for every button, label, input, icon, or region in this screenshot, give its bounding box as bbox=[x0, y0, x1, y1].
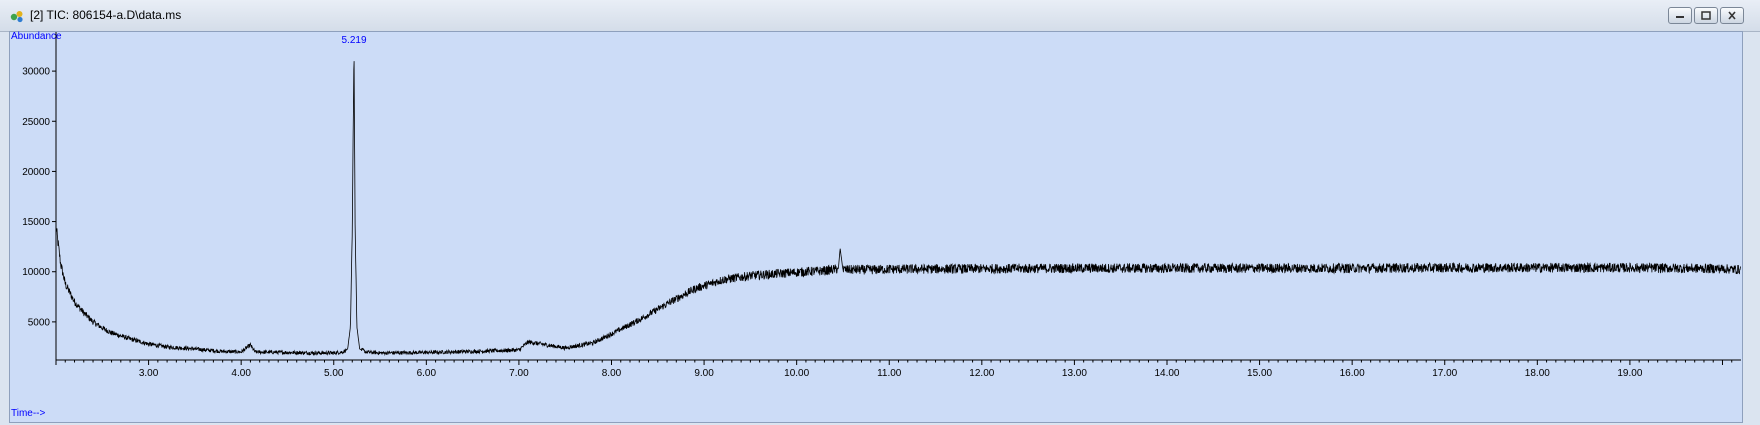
y-tick-label: 5000 bbox=[28, 317, 51, 328]
chromatogram-app-icon bbox=[10, 11, 23, 23]
chromatogram-plot-area[interactable]: Abundance Time--> 5000 10000 15000 20000 250… bbox=[9, 31, 1743, 423]
restore-button[interactable] bbox=[1694, 7, 1718, 24]
x-tick-label: 7.00 bbox=[509, 368, 529, 379]
x-tick-label: 15.00 bbox=[1247, 368, 1272, 379]
x-tick-label: 5.00 bbox=[324, 368, 344, 379]
window-titlebar: [2] TIC: 806154-a.D\data.ms bbox=[0, 0, 1760, 32]
x-tick-label: 18.00 bbox=[1525, 368, 1550, 379]
y-axis-label: Abundance bbox=[11, 31, 62, 42]
peak-label: 5.219 bbox=[342, 35, 367, 46]
x-tick-label: 11.00 bbox=[877, 368, 902, 379]
minimize-icon bbox=[1676, 16, 1684, 18]
x-tick-label: 10.00 bbox=[784, 368, 809, 379]
close-button[interactable] bbox=[1720, 7, 1744, 24]
x-tick-label: 13.00 bbox=[1062, 368, 1087, 379]
x-tick-label: 6.00 bbox=[417, 368, 437, 379]
window-title: [2] TIC: 806154-a.D\data.ms bbox=[30, 8, 182, 22]
x-tick-label: 8.00 bbox=[602, 368, 622, 379]
y-tick-label: 10000 bbox=[22, 267, 50, 278]
x-tick-label: 17.00 bbox=[1432, 368, 1457, 379]
x-tick-label: 19.00 bbox=[1617, 368, 1642, 379]
window-controls bbox=[1668, 7, 1744, 24]
x-tick-label: 9.00 bbox=[694, 368, 714, 379]
y-tick-label: 25000 bbox=[22, 117, 50, 128]
y-tick-label: 15000 bbox=[22, 217, 50, 228]
tic-trace bbox=[55, 61, 1742, 357]
x-tick-label: 3.00 bbox=[139, 368, 159, 379]
minimize-button[interactable] bbox=[1668, 7, 1692, 24]
x-axis-label: Time--> bbox=[11, 408, 46, 419]
x-tick-label: 16.00 bbox=[1340, 368, 1365, 379]
x-tick-label: 12.00 bbox=[969, 368, 994, 379]
close-icon bbox=[1728, 11, 1736, 20]
x-tick-label: 4.00 bbox=[231, 368, 251, 379]
y-tick-label: 20000 bbox=[22, 167, 50, 178]
x-tick-label: 14.00 bbox=[1154, 368, 1179, 379]
chromatogram-chart: 5000 10000 15000 20000 25000 30000 3.00 4.00 5.0… bbox=[22, 32, 1742, 379]
restore-icon bbox=[1701, 11, 1711, 20]
y-tick-label: 30000 bbox=[22, 67, 50, 78]
